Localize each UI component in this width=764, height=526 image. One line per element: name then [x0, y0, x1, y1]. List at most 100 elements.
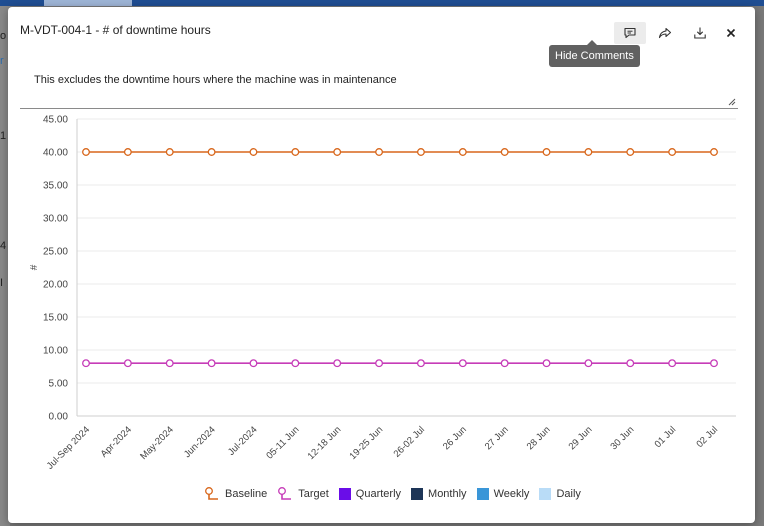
data-point-baseline — [249, 148, 258, 156]
y-tick-label: 35.00 — [43, 181, 68, 192]
data-point-target — [542, 359, 551, 368]
comment-text: This excludes the downtime hours where t… — [34, 74, 397, 86]
hide-comments-tooltip: Hide Comments — [549, 40, 640, 67]
data-point-baseline — [668, 148, 677, 156]
data-point-baseline — [542, 148, 551, 156]
data-point-baseline — [207, 148, 216, 156]
y-tick-label: 25.00 — [43, 247, 68, 258]
y-tick-label: 15.00 — [43, 313, 68, 324]
hide-comments-button[interactable] — [614, 22, 646, 44]
x-tick-label: 27 Jun — [483, 424, 511, 452]
x-tick-label: 12-18 Jun — [306, 424, 344, 462]
legend-monthly[interactable]: Monthly — [411, 488, 467, 500]
data-point-baseline — [710, 148, 718, 156]
data-point-target — [626, 359, 635, 368]
data-point-baseline — [291, 148, 300, 156]
x-tick-label: Jul-2024 — [226, 424, 260, 458]
data-point-target — [207, 359, 216, 368]
data-point-target — [375, 359, 384, 368]
data-point-baseline — [416, 148, 425, 156]
x-tick-label: Jul-Sep 2024 — [45, 424, 92, 471]
line-chart: 0.00 5.00 10.00 15.00 20.00 25.00 30.00 35.00 40… — [29, 115, 736, 472]
backdrop-edge — [0, 6, 10, 526]
x-tick-label: Apr-2024 — [99, 424, 134, 459]
close-button[interactable] — [715, 22, 747, 44]
y-tick-label: 30.00 — [43, 214, 68, 225]
app-top-bar — [0, 0, 764, 6]
legend-weekly[interactable]: Weekly — [476, 488, 530, 500]
data-point-target — [710, 359, 718, 368]
legend-target[interactable]: Target — [277, 487, 329, 501]
download-icon — [694, 27, 706, 39]
resize-grip-icon[interactable] — [728, 98, 736, 106]
legend-label: Baseline — [225, 488, 268, 500]
legend-swatch — [476, 488, 489, 500]
data-point-baseline — [333, 148, 342, 156]
chart-dialog: M-VDT-004-1 - # of downtime hours Hide C… — [8, 7, 755, 523]
legend-label: Daily — [556, 488, 581, 500]
download-button[interactable] — [684, 22, 716, 44]
data-point-baseline — [123, 148, 132, 156]
x-tick-label: 02 Jul — [694, 424, 720, 450]
x-tick-label: 26-02 Jul — [392, 424, 427, 459]
dialog-title: M-VDT-004-1 - # of downtime hours — [20, 23, 211, 37]
y-tick-label: 5.00 — [49, 379, 69, 390]
y-tick-label: 20.00 — [43, 280, 68, 291]
x-tick-label: 26 Jun — [441, 424, 469, 452]
chart-legend: Baseline Target Quarterly Monthly Weekly… — [204, 487, 591, 501]
data-point-target — [500, 359, 509, 368]
legend-label: Target — [298, 488, 329, 500]
legend-swatch — [338, 488, 351, 500]
data-point-target — [291, 359, 300, 368]
data-point-target — [165, 359, 174, 368]
x-tick-label: 19-25 Jun — [348, 424, 386, 462]
legend-swatch — [411, 488, 424, 500]
x-tick-label: 28 Jun — [525, 424, 553, 452]
x-tick-label: 30 Jun — [608, 424, 636, 452]
x-tick-label: May-2024 — [138, 424, 176, 462]
legend-line-marker-icon — [278, 487, 292, 500]
background-text: o — [0, 30, 7, 42]
data-point-baseline — [458, 148, 467, 156]
data-point-baseline — [626, 148, 635, 156]
share-button[interactable] — [649, 22, 681, 44]
legend-label: Monthly — [428, 488, 467, 500]
data-point-target — [123, 359, 132, 368]
app-top-tab[interactable] — [44, 0, 132, 6]
data-point-baseline — [375, 148, 384, 156]
data-point-target — [249, 359, 258, 368]
comment-textarea[interactable]: This excludes the downtime hours where t… — [20, 63, 738, 109]
y-tick-label: 40.00 — [43, 148, 68, 159]
data-point-baseline — [584, 148, 593, 156]
data-point-target — [584, 359, 593, 368]
legend-swatch — [539, 488, 552, 500]
data-point-target — [668, 359, 677, 368]
data-point-target — [458, 359, 467, 368]
background-text: 1 — [0, 130, 7, 142]
y-tick-label: 0.00 — [49, 412, 69, 423]
data-point-baseline — [82, 148, 90, 156]
x-tick-label: Jun-2024 — [182, 424, 218, 460]
x-tick-label: 05-11 Jun — [264, 424, 301, 461]
legend-daily[interactable]: Daily — [539, 488, 581, 500]
data-point-baseline — [165, 148, 174, 156]
background-text: r — [0, 55, 4, 67]
legend-label: Quarterly — [355, 488, 402, 500]
y-tick-label: 10.00 — [43, 346, 68, 357]
data-point-target — [82, 359, 90, 368]
data-point-target — [333, 359, 342, 368]
share-icon — [658, 27, 672, 39]
x-tick-label: 29 Jun — [567, 424, 595, 452]
data-point-baseline — [500, 148, 509, 156]
background-text: 4 — [0, 240, 7, 252]
y-axis-label: # — [29, 264, 40, 270]
data-point-target — [416, 359, 425, 368]
close-icon — [726, 28, 736, 38]
legend-line-marker-icon — [205, 487, 218, 500]
background-text: I — [0, 277, 4, 289]
y-tick-label: 45.00 — [43, 115, 68, 126]
legend-quarterly[interactable]: Quarterly — [338, 488, 402, 500]
legend-label: Weekly — [493, 488, 530, 500]
comment-icon — [624, 27, 636, 39]
legend-baseline[interactable]: Baseline — [204, 487, 267, 501]
